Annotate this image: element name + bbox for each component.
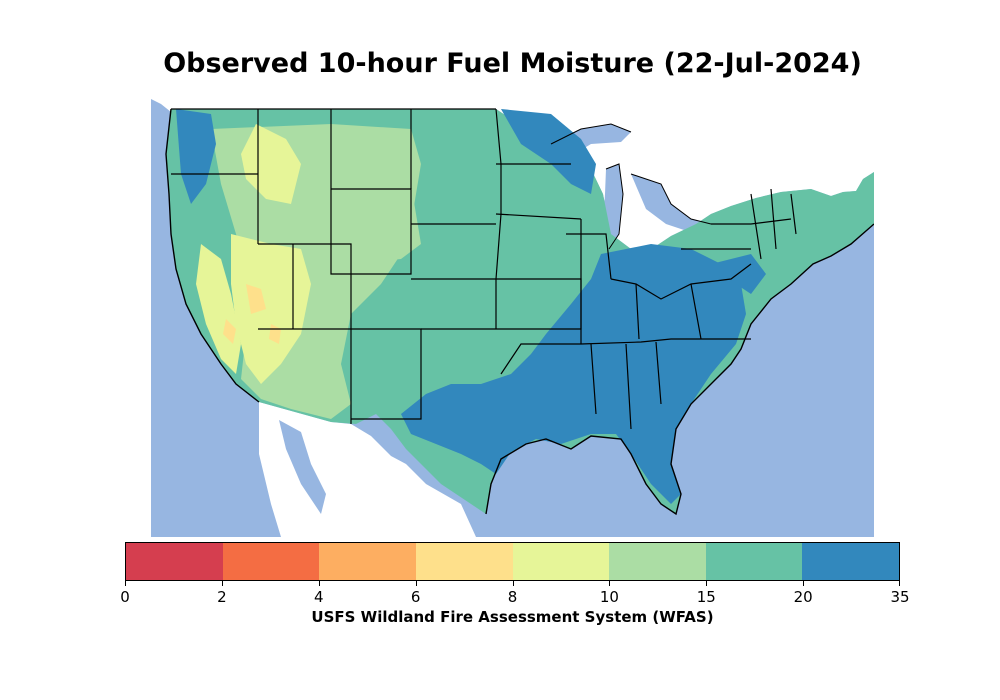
colorbar-bin-15-20 (705, 543, 803, 580)
map-title: Observed 10-hour Fuel Moisture (22-Jul-2… (163, 48, 862, 79)
colorbar-tick-mark (899, 581, 900, 586)
colorbar-tick-mark (512, 581, 514, 586)
colorbar-tick-mark (221, 581, 223, 586)
colorbar-tick-label: 10 (599, 588, 619, 606)
colorbar-tick-label: 8 (507, 588, 518, 606)
zone-20-35-pacific-nw (176, 109, 216, 204)
colorbar-bin-4-6 (319, 543, 416, 580)
colorbar-label: USFS Wildland Fire Assessment System (WF… (311, 608, 714, 626)
zone-10-15-plains (331, 184, 421, 264)
colorbar-tick-mark (125, 581, 126, 586)
colorbar-tick-mark (609, 581, 611, 586)
colorbar (125, 542, 900, 581)
colorbar-tick-label: 35 (890, 588, 910, 606)
great-lakes-shore (550, 123, 712, 250)
colorbar-tick-label: 0 (120, 588, 130, 606)
zone-20-35-upper-midwest (501, 109, 596, 194)
zone-8-10-california (196, 244, 241, 374)
colorbar-ticks: 0 2 4 6 8 10 15 20 35 (120, 581, 910, 611)
colorbar-tick-label: 15 (696, 588, 716, 606)
colorbar-tick-mark (318, 581, 320, 586)
colorbar-bin-20-35 (802, 543, 899, 580)
colorbar-tick-mark (803, 581, 805, 586)
colorbar-bin-8-10 (512, 543, 610, 580)
colorbar-bin-0-2 (126, 543, 223, 580)
colorbar-tick-label: 6 (410, 588, 421, 606)
gulf-of-california (279, 420, 326, 514)
fuel-moisture-map (151, 84, 874, 537)
zone-20-35-southeast (401, 244, 746, 504)
colorbar-bin-2-4 (222, 543, 320, 580)
coastline (165, 108, 874, 516)
zone-8-10-great-basin (231, 234, 311, 384)
colorbar-bin-10-15 (609, 543, 706, 580)
zone-6-8-spots (223, 284, 281, 344)
colorbar-tick-mark (415, 581, 417, 586)
colorbar-bin-6-8 (415, 543, 513, 580)
colorbar-tick-mark (706, 581, 708, 586)
state-borders (171, 108, 797, 430)
zone-8-10-idaho (241, 124, 301, 204)
colorbar-tick-label: 20 (793, 588, 813, 606)
mexico-land (259, 402, 476, 537)
canada-land (151, 84, 874, 249)
colorbar-tick-label: 4 (313, 588, 324, 606)
colorbar-tick-label: 2 (217, 588, 227, 606)
